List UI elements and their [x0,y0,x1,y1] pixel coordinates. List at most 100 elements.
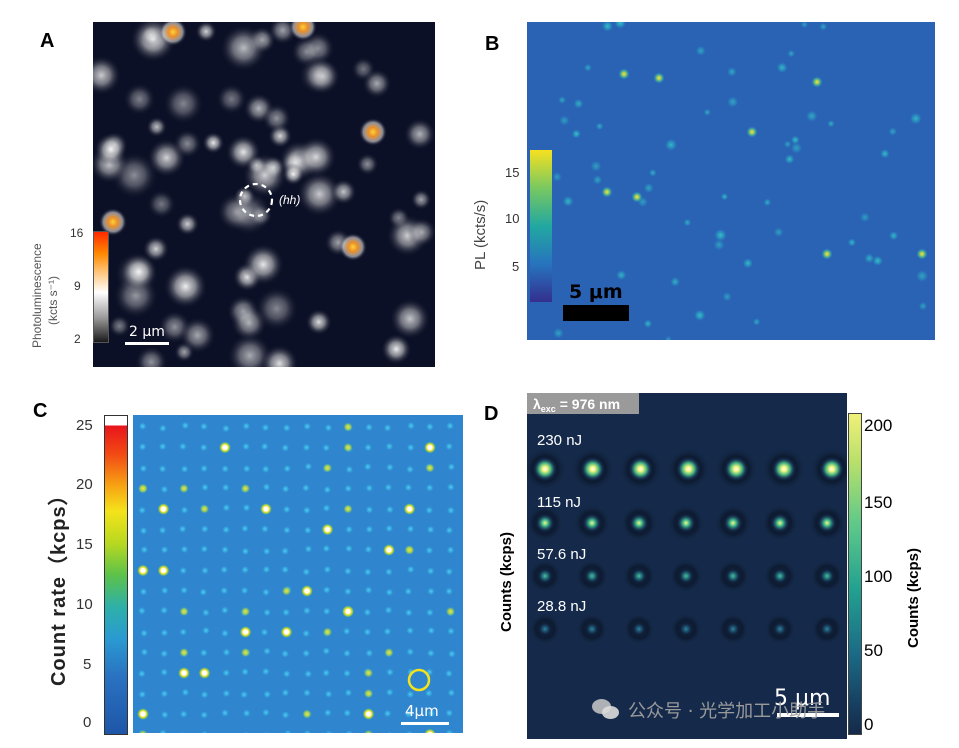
bright-array-emitter-spot [138,729,148,733]
array-emitter-spot [385,524,394,533]
bright-array-emitter-spot [322,463,333,473]
array-emitter-spot [322,668,331,678]
bright-array-emitter-spot [240,647,251,658]
array-emitter-spot [363,462,372,471]
array-emitter-spot [405,626,415,635]
array-emitter-spot [425,483,434,492]
panel-c-tick: 15 [76,536,93,553]
emitter-spot [713,228,728,243]
array-emitter-spot [727,623,739,635]
array-emitter-spot [139,629,149,638]
array-emitter-spot [322,646,331,656]
emitter-spot [721,291,733,303]
panel-d-colorbar [848,413,862,735]
array-emitter-spot [160,689,169,698]
array-emitter-spot [178,442,188,451]
array-emitter-spot [323,565,332,574]
array-emitter-spot [404,587,413,596]
emitter-spot [216,83,247,115]
array-emitter-spot [363,608,372,617]
bright-emitter-spot [811,76,823,88]
array-emitter-spot [679,569,693,583]
panel-a-tick: 16 [70,226,84,240]
array-emitter-spot [680,623,692,635]
array-emitter-spot [365,505,374,514]
array-emitter-spot [427,626,436,635]
array-emitter-spot [445,708,454,718]
bright-array-emitter-spot [137,708,149,720]
bright-array-emitter-spot [424,441,436,454]
emitter-spot [703,108,712,117]
array-emitter-spot [283,729,293,733]
emitter-spot [847,237,857,247]
array-emitter-spot [160,485,169,494]
array-emitter-spot [302,606,312,615]
bright-array-emitter-spot [280,626,293,638]
panel-d-tick: 0 [864,715,874,734]
emitter-spot [260,344,299,367]
bright-emitter-spot [99,208,127,236]
array-emitter-spot [426,587,436,596]
emitter-spot [362,68,392,99]
array-emitter-spot [282,669,291,679]
array-emitter-spot [404,709,413,719]
array-emitter-spot [222,648,231,657]
array-emitter-spot [724,457,749,481]
emitter-spot [648,168,658,178]
array-emitter-spot [261,588,271,597]
bright-emitter-spot [653,72,665,84]
array-emitter-spot [445,442,454,451]
emitter-spot [695,45,707,57]
panel-a-photoluminescence-map: (hh) 2 μm [93,22,435,367]
array-emitter-spot [260,628,269,637]
bright-array-emitter-spot [363,688,374,699]
array-emitter-spot [364,443,373,452]
array-emitter-spot [383,627,392,636]
array-emitter-spot [363,567,372,577]
array-emitter-spot [301,483,311,493]
emitter-spot [818,22,828,31]
array-emitter-spot [772,457,796,481]
panel-d-scalebar-label: 5 μm [774,686,830,711]
array-emitter-spot [138,506,147,515]
array-emitter-spot [137,669,146,678]
array-emitter-spot [536,514,554,532]
array-emitter-spot [262,608,272,617]
emitter-spot [175,212,200,236]
emitter-spot [571,128,582,139]
panel-d-row-label: 57.6 nJ [537,546,586,563]
array-emitter-spot [386,731,394,733]
array-emitter-spot [342,649,352,658]
array-emitter-spot [342,627,351,636]
array-emitter-spot [180,545,189,554]
emitter-spot [407,217,435,247]
panel-b-colorbar-title: PL (kcts/s) [472,199,489,270]
array-emitter-spot [138,690,147,699]
array-emitter-spot [260,524,270,534]
array-emitter-spot [222,689,231,698]
bright-emitter-spot [159,22,187,46]
wechat-icon [592,699,620,721]
array-emitter-spot [281,443,290,452]
array-emitter-spot [160,668,169,677]
array-emitter-spot [200,566,210,575]
array-emitter-spot [364,545,373,554]
emitter-spot [888,230,899,241]
panel-d-counts-map: λexc = 976 nm 230 nJ 115 nJ 57.6 nJ 28.8… [527,393,847,717]
bright-array-emitter-spot [178,667,190,679]
array-emitter-spot [304,544,313,554]
panel-d-tick: 150 [864,493,893,512]
emitter-spot [790,141,803,155]
array-emitter-spot [677,514,695,532]
array-emitter-spot [260,442,269,451]
panel-b-tick: 15 [505,165,520,180]
array-emitter-spot [384,483,393,492]
array-emitter-spot [220,731,228,733]
panel-d-image: λexc = 976 nm 230 nJ 115 nJ 57.6 nJ 28.8… [527,393,847,739]
array-emitter-spot [280,649,290,658]
emitter-spot [595,122,604,131]
emitter-spot [859,211,871,223]
array-emitter-spot [179,627,188,637]
panel-a-tick: 2 [74,332,81,346]
array-emitter-spot [301,629,311,638]
